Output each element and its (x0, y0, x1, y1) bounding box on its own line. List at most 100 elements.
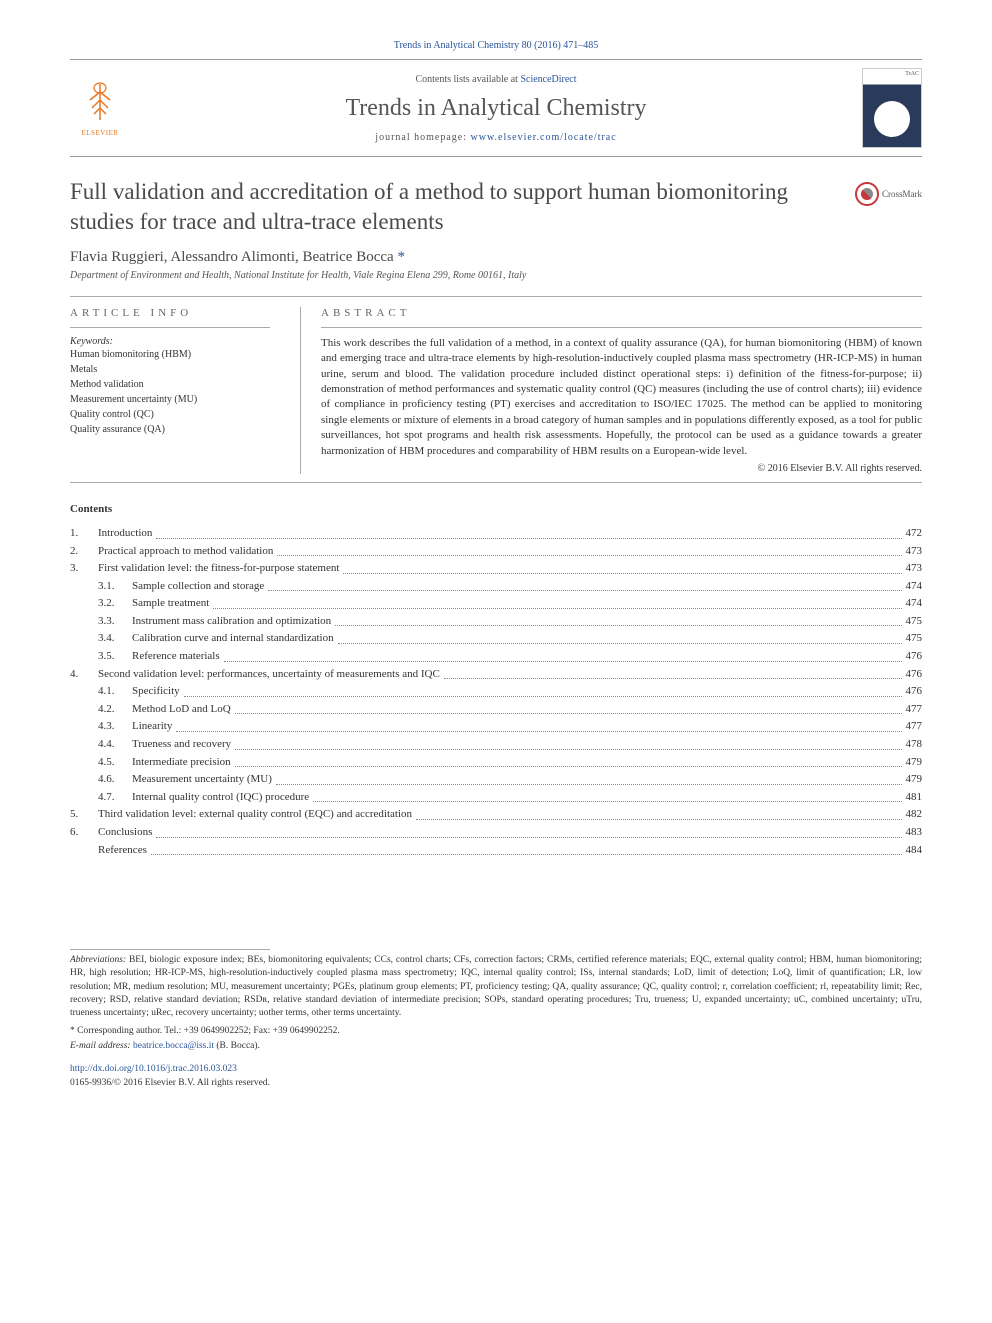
toc-number: 2. (70, 543, 98, 561)
toc-number: 5. (70, 806, 98, 824)
abstract-heading: ABSTRACT (321, 307, 922, 319)
toc-page: 475 (906, 630, 923, 648)
toc-number: 1. (70, 525, 98, 543)
toc-page: 483 (906, 824, 923, 842)
toc-leader (184, 683, 902, 697)
authors-text: Flavia Ruggieri, Alessandro Alimonti, Be… (70, 249, 397, 265)
toc-label: Linearity (132, 718, 172, 736)
homepage-pre: journal homepage: (375, 132, 470, 143)
email-after: (B. Bocca). (214, 1041, 260, 1051)
sciencedirect-link[interactable]: ScienceDirect (520, 74, 576, 85)
affiliation: Department of Environment and Health, Na… (70, 270, 922, 281)
toc-row[interactable]: 4.4.Trueness and recovery478 (70, 736, 922, 754)
toc-page: 474 (906, 578, 923, 596)
toc-label: Internal quality control (IQC) procedure (132, 789, 309, 807)
toc-row[interactable]: 3.1.Sample collection and storage 474 (70, 578, 922, 596)
toc-page: 476 (906, 683, 923, 701)
toc-number (70, 842, 98, 860)
toc-leader (176, 718, 901, 732)
toc-row[interactable]: 6.Conclusions483 (70, 824, 922, 842)
doi-block: http://dx.doi.org/10.1016/j.trac.2016.03… (70, 1063, 922, 1090)
toc-row[interactable]: 2.Practical approach to method validatio… (70, 543, 922, 561)
keyword-item: Quality assurance (QA) (70, 422, 270, 437)
elsevier-logo[interactable]: ELSEVIER (70, 73, 130, 143)
keyword-item: Quality control (QC) (70, 407, 270, 422)
article-info-col: ARTICLE INFO Keywords: Human biomonitori… (70, 307, 270, 474)
abbrev-label: Abbreviations: (70, 955, 126, 965)
toc-page: 479 (906, 771, 923, 789)
journal-homepage: journal homepage: www.elsevier.com/locat… (130, 132, 862, 143)
keywords-label: Keywords: (70, 336, 270, 347)
keyword-item: Human biomonitoring (HBM) (70, 347, 270, 362)
toc-row[interactable]: 4.Second validation level: performances,… (70, 666, 922, 684)
toc-leader (343, 560, 901, 574)
elsevier-tree-icon (80, 80, 120, 129)
email-label: E-mail address: (70, 1041, 133, 1051)
keywords-list: Human biomonitoring (HBM)MetalsMethod va… (70, 347, 270, 437)
toc-row[interactable]: 4.6.Measurement uncertainty (MU)479 (70, 771, 922, 789)
toc-page: 474 (906, 595, 923, 613)
toc-number: 6. (70, 824, 98, 842)
toc-leader (235, 701, 902, 715)
corresponding-author: * Corresponding author. Tel.: +39 064990… (70, 1025, 922, 1038)
toc-number: 4. (70, 666, 98, 684)
toc-row[interactable]: 3.5.Reference materials476 (70, 648, 922, 666)
corr-text: Corresponding author. Tel.: +39 06499022… (77, 1026, 340, 1036)
keyword-item: Method validation (70, 377, 270, 392)
toc-row[interactable]: 3.3.Instrument mass calibration and opti… (70, 613, 922, 631)
toc-page: 481 (906, 789, 923, 807)
crossmark-icon (855, 182, 879, 206)
email-link[interactable]: beatrice.bocca@iss.it (133, 1041, 214, 1051)
toc-label: Second validation level: performances, u… (98, 666, 440, 684)
toc-label: Sample collection and storage (132, 578, 264, 596)
toc-leader (235, 736, 901, 750)
toc-number: 3. (70, 560, 98, 578)
toc-leader (268, 578, 901, 592)
doi-link[interactable]: http://dx.doi.org/10.1016/j.trac.2016.03… (70, 1064, 237, 1074)
keyword-item: Measurement uncertainty (MU) (70, 392, 270, 407)
toc-leader (213, 595, 901, 609)
homepage-link[interactable]: www.elsevier.com/locate/trac (471, 132, 617, 143)
toc-row[interactable]: 4.2.Method LoD and LoQ477 (70, 701, 922, 719)
contents-line: Contents lists available at ScienceDirec… (130, 74, 862, 85)
toc-page: 476 (906, 666, 923, 684)
journal-cover[interactable]: TrAC (862, 68, 922, 148)
toc-number: 3.5. (98, 648, 132, 666)
toc-label: Third validation level: external quality… (98, 806, 412, 824)
keyword-item: Metals (70, 362, 270, 377)
toc-row[interactable]: 4.1.Specificity476 (70, 683, 922, 701)
toc-page: 473 (906, 543, 923, 561)
toc-row[interactable]: 4.7.Internal quality control (IQC) proce… (70, 789, 922, 807)
toc-row[interactable]: 1.Introduction472 (70, 525, 922, 543)
copyright: © 2016 Elsevier B.V. All rights reserved… (321, 463, 922, 474)
toc-leader (416, 806, 902, 820)
toc-leader (156, 824, 901, 838)
toc-row[interactable]: 3.First validation level: the fitness-fo… (70, 560, 922, 578)
toc-number: 4.6. (98, 771, 132, 789)
toc-label: Specificity (132, 683, 180, 701)
crossmark-badge[interactable]: CrossMark (855, 182, 922, 206)
journal-band: ELSEVIER Contents lists available at Sci… (70, 59, 922, 157)
toc-label: First validation level: the fitness-for-… (98, 560, 339, 578)
elsevier-name: ELSEVIER (81, 129, 118, 137)
toc-number: 3.1. (98, 578, 132, 596)
toc-label: Sample treatment (132, 595, 209, 613)
rule (70, 327, 270, 328)
info-abstract-row: ARTICLE INFO Keywords: Human biomonitori… (70, 307, 922, 474)
toc-number: 4.5. (98, 754, 132, 772)
toc-leader (276, 771, 902, 785)
crossmark-label: CrossMark (882, 189, 922, 199)
toc-row[interactable]: References484 (70, 842, 922, 860)
toc-label: Calibration curve and internal standardi… (132, 630, 334, 648)
toc-page: 473 (906, 560, 923, 578)
toc-leader (444, 666, 902, 680)
toc-number: 3.4. (98, 630, 132, 648)
toc-leader (277, 543, 901, 557)
toc-row[interactable]: 3.4.Calibration curve and internal stand… (70, 630, 922, 648)
toc-row[interactable]: 5.Third validation level: external quali… (70, 806, 922, 824)
toc-row[interactable]: 4.5.Intermediate precision479 (70, 754, 922, 772)
toc-row[interactable]: 3.2.Sample treatment474 (70, 595, 922, 613)
toc-number: 4.4. (98, 736, 132, 754)
toc-row[interactable]: 4.3.Linearity477 (70, 718, 922, 736)
table-of-contents: 1.Introduction4722.Practical approach to… (70, 525, 922, 859)
